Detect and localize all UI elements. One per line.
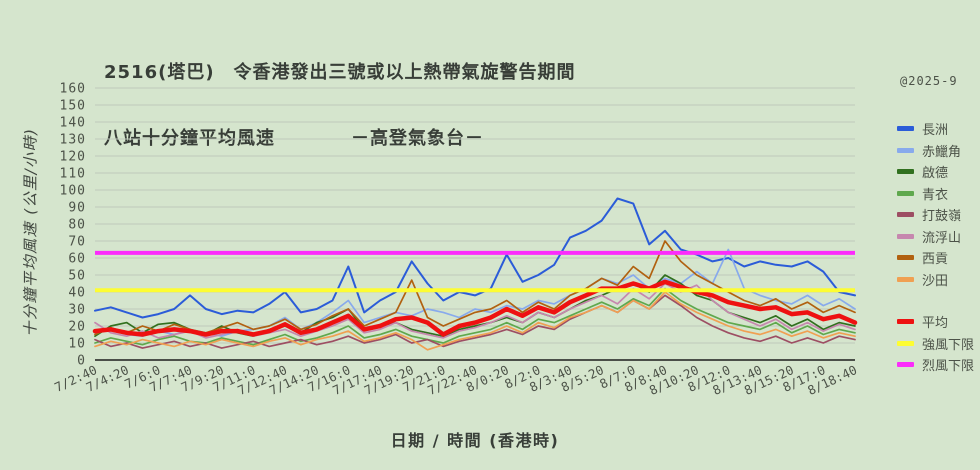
legend-item: 烈風下限 <box>897 356 975 374</box>
legend-label: 沙田 <box>922 273 949 289</box>
legend-item: 沙田 <box>897 271 974 289</box>
y-tick-label: 150 <box>60 99 86 114</box>
y-tick-label: 100 <box>60 184 86 199</box>
legend-label: 啟德 <box>922 166 949 181</box>
legend-marker <box>897 190 914 196</box>
legend-label: 長洲 <box>922 123 949 138</box>
legend-label: 青衣 <box>922 187 949 203</box>
legend-label: 流浮山 <box>922 230 962 246</box>
legend-marker <box>897 126 914 131</box>
series-line-長洲 <box>94 197 856 319</box>
series-line-流浮山 <box>94 282 856 339</box>
y-tick-label: 10 <box>68 337 86 352</box>
y-tick-label: 140 <box>60 116 86 131</box>
legend-label: 西貢 <box>922 252 949 267</box>
legend-label: 強風下限 <box>922 337 975 353</box>
legend-label: 烈風下限 <box>922 359 975 374</box>
legend-label: 打鼓嶺 <box>922 209 962 224</box>
legend-item: 啟德 <box>897 163 974 181</box>
y-tick-label: 90 <box>68 201 86 216</box>
legend-marker <box>897 233 914 239</box>
legend-label: 平均 <box>922 316 949 331</box>
legend-marker <box>897 147 914 153</box>
y-tick-label: 110 <box>60 167 86 182</box>
legend-marker <box>897 255 914 260</box>
legend-item: 赤鱲角 <box>897 142 974 160</box>
x-axis-title: 日期 / 時間 (香港時) <box>390 431 560 450</box>
series-line-青衣 <box>94 287 856 346</box>
legend-marker <box>897 362 914 367</box>
legend-item: 青衣 <box>897 185 974 203</box>
y-tick-label: 0 <box>77 354 86 369</box>
legend-marker <box>897 319 914 324</box>
y-tick-label: 80 <box>68 218 86 233</box>
y-tick-label: 160 <box>60 82 86 97</box>
legend-item: 平均 <box>897 313 974 331</box>
legend-marker <box>897 276 914 282</box>
legend-label: 赤鱲角 <box>922 144 962 160</box>
legend-marker <box>897 212 914 217</box>
legend-marker <box>897 169 914 174</box>
legend-item: 強風下限 <box>897 335 975 353</box>
series-line-平均 <box>92 279 858 337</box>
y-tick-label: 30 <box>68 303 86 318</box>
y-tick-label: 120 <box>60 150 86 165</box>
series-line-打鼓嶺 <box>94 294 856 349</box>
chart-title-line1: 2516(塔巴) 令香港發出三號或以上熱帶氣旋警告期間 <box>104 62 576 83</box>
y-tick-label: 70 <box>68 235 86 250</box>
legend-item: 西貢 <box>897 249 974 267</box>
legend: 長洲赤鱲角啟德青衣打鼓嶺流浮山西貢沙田平均強風下限烈風下限 <box>897 120 975 374</box>
legend-item: 長洲 <box>897 120 974 138</box>
y-tick-label: 130 <box>60 133 86 148</box>
legend-item: 打鼓嶺 <box>897 206 974 224</box>
y-tick-label: 50 <box>68 269 86 284</box>
y-tick-label: 20 <box>68 320 86 335</box>
series-line-赤鱲角 <box>94 248 856 338</box>
legend-marker <box>897 340 914 346</box>
watermark-text: @2025-9 <box>900 74 958 88</box>
y-tick-label: 40 <box>68 286 86 301</box>
y-tick-label: 60 <box>68 252 86 267</box>
series-line-沙田 <box>94 291 856 351</box>
legend-item: 流浮山 <box>897 228 974 246</box>
